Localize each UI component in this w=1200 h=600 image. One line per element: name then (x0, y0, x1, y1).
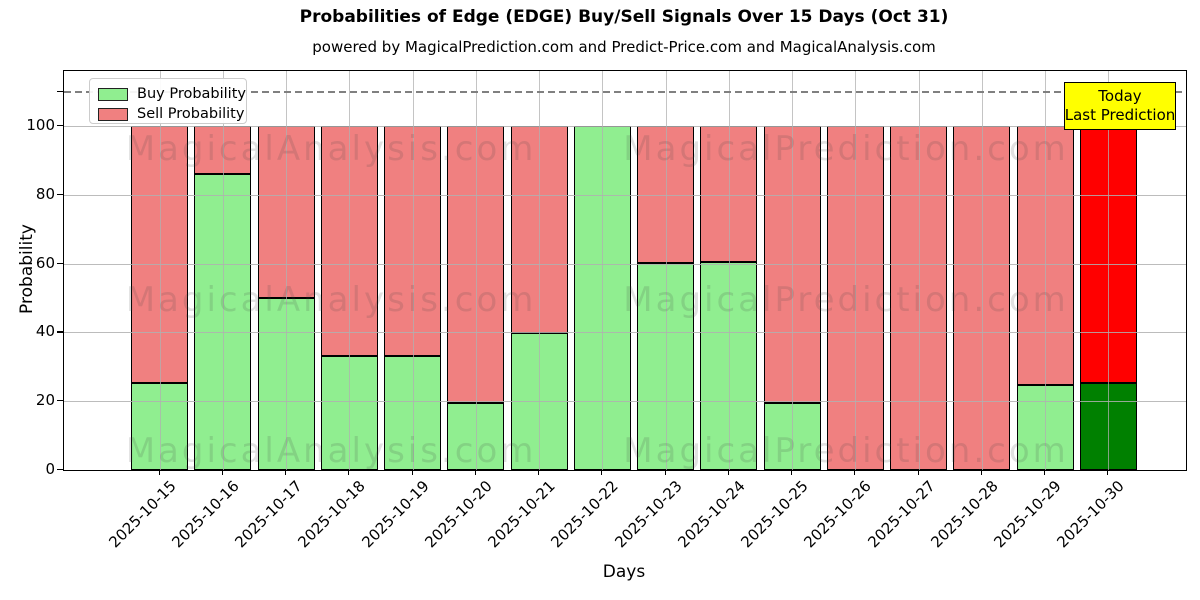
x-tick-mark (538, 470, 540, 475)
today-annotation: Today Last Prediction (1064, 82, 1176, 130)
today-annotation-line1: Today (1098, 87, 1142, 105)
bar-segment-sell (257, 126, 315, 298)
bar-segment-sell (447, 126, 505, 403)
x-tick-mark (348, 470, 350, 475)
x-tick-mark (917, 470, 919, 475)
x-tick-mark (727, 470, 729, 475)
bar-segment-buy (510, 333, 568, 470)
legend-item-buy: Buy Probability (98, 85, 246, 103)
chart-title: Probabilities of Edge (EDGE) Buy/Sell Si… (299, 7, 949, 27)
x-tick-mark (854, 470, 856, 475)
bar-segment-sell (826, 126, 884, 470)
today-annotation-line2: Last Prediction (1064, 106, 1176, 124)
y-tick-mark (57, 193, 63, 195)
bar-segment-buy (1016, 385, 1074, 470)
y-tick-mark (57, 90, 63, 92)
bar-segment-sell (131, 126, 188, 383)
x-axis-label: Days (602, 562, 646, 582)
bar-segment-buy (320, 356, 378, 470)
bar-segment-sell (1016, 126, 1074, 386)
x-tick-mark (601, 470, 603, 475)
x-tick-mark (474, 470, 476, 475)
bar-segment-buy (637, 262, 694, 470)
y-tick-mark (57, 331, 63, 333)
bar-segment-sell (194, 126, 252, 175)
bar-segment-sell (510, 126, 568, 334)
bars-layer (64, 71, 1186, 470)
x-tick-mark (158, 470, 160, 475)
bar-segment-sell (763, 126, 821, 403)
chart-subtitle: powered by MagicalPrediction.com and Pre… (312, 38, 936, 56)
x-tick-mark (411, 470, 413, 475)
legend: Buy Probability Sell Probability (89, 78, 247, 124)
x-tick-mark (221, 470, 223, 475)
bar-segment-buy (194, 174, 252, 470)
y-tick-mark (57, 400, 63, 402)
bar-segment-sell (700, 126, 758, 262)
legend-item-sell: Sell Probability (98, 105, 244, 123)
x-tick-mark (791, 470, 793, 475)
x-tick-mark (285, 470, 287, 475)
bar-segment-sell (637, 126, 694, 263)
bar-segment-sell (890, 126, 947, 470)
y-tick-label: 20 (35, 391, 55, 410)
y-tick-label: 100 (26, 116, 55, 134)
y-tick-label: 60 (35, 253, 55, 272)
bar-segment-buy (257, 298, 315, 470)
x-tick-mark (1044, 470, 1046, 475)
bar-segment-sell (320, 126, 378, 357)
threshold-dashed-line (64, 90, 1186, 93)
y-tick-mark (57, 125, 63, 127)
legend-label-sell: Sell Probability (137, 106, 245, 122)
bar-segment-buy (131, 382, 188, 470)
sell-swatch (98, 107, 128, 121)
buy-swatch (98, 87, 128, 101)
bar-segment-sell (1079, 126, 1137, 383)
x-tick-mark (980, 470, 982, 475)
bar-segment-buy (573, 126, 631, 470)
y-tick-mark (57, 262, 63, 264)
y-tick-label: 0 (45, 460, 55, 478)
bar-segment-buy (700, 261, 758, 470)
y-tick-label: 80 (35, 184, 55, 203)
y-tick-mark (57, 469, 63, 471)
legend-label-buy: Buy Probability (137, 86, 246, 102)
plot-area: MagicalAnalysis.comMagicalPrediction.com… (63, 70, 1187, 471)
x-tick-mark (1107, 470, 1109, 475)
bar-segment-sell (384, 126, 441, 357)
y-tick-label: 40 (35, 322, 55, 341)
bar-segment-buy (1079, 382, 1137, 470)
bar-segment-buy (447, 402, 505, 470)
bar-segment-buy (384, 356, 441, 470)
bar-segment-sell (953, 126, 1011, 470)
bar-segment-buy (763, 402, 821, 470)
x-tick-mark (664, 470, 666, 475)
